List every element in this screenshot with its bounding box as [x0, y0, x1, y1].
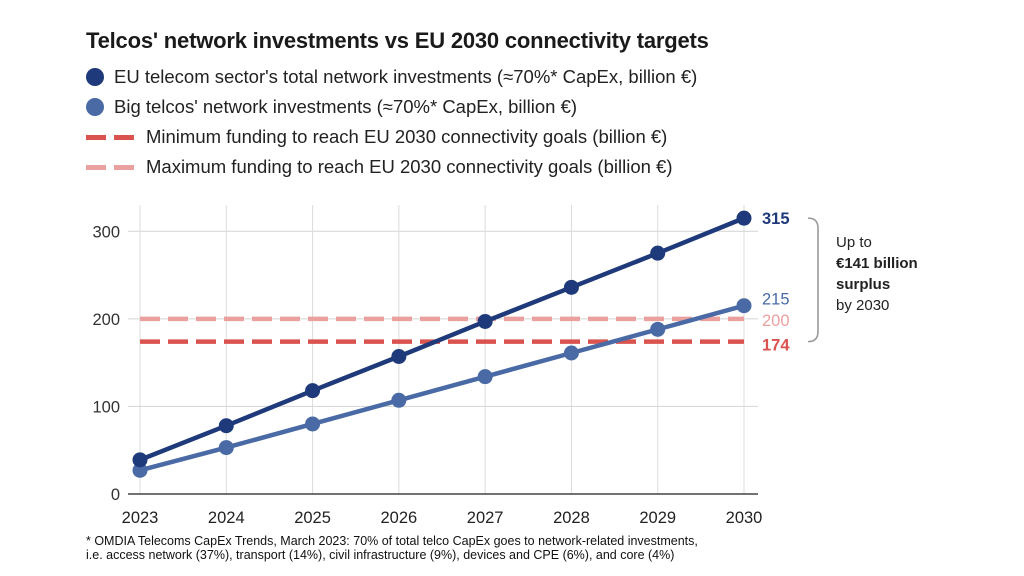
legend-label-total: EU telecom sector's total network invest… — [114, 66, 698, 87]
x-tick-label-2026: 2026 — [380, 509, 417, 527]
end-label-minimum: 174 — [762, 337, 790, 355]
series-big-telcos-point-2023 — [132, 462, 148, 478]
footnote: * OMDIA Telecoms CapEx Trends, March 202… — [86, 534, 698, 562]
legend-marker-minimum — [86, 134, 134, 140]
y-tick-label-100: 100 — [92, 398, 120, 416]
x-tick-label-2028: 2028 — [553, 509, 590, 527]
legend-item-big-telcos: Big telcos' network investments (≈70%* C… — [86, 92, 577, 122]
end-label-big-telcos: 215 — [762, 291, 790, 309]
series-total-line — [139, 216, 745, 462]
series-total-point-2025 — [305, 383, 321, 399]
footnote-line-2: i.e. access network (37%), transport (14… — [86, 548, 675, 562]
series-total-point-2030 — [736, 210, 752, 226]
series-total-point-2027 — [477, 313, 493, 329]
legend-item-minimum: Minimum funding to reach EU 2030 connect… — [86, 122, 667, 152]
series-total-point-2026 — [391, 349, 407, 365]
legend-label-big-telcos: Big telcos' network investments (≈70%* C… — [114, 96, 578, 117]
annotation-line-3: surplus — [836, 276, 891, 293]
legend-marker-total — [86, 68, 104, 86]
series-total-point-2024 — [218, 418, 234, 434]
surplus-bracket — [807, 217, 819, 343]
series-big-telcos-line — [139, 303, 745, 473]
end-label-maximum: 200 — [762, 312, 790, 330]
end-label-total: 315 — [762, 210, 790, 228]
x-tick-label-2024: 2024 — [208, 509, 245, 527]
surplus-annotation: Up to €141 billion surplus by 2030 — [836, 232, 918, 316]
series-big-telcos-point-2024 — [218, 440, 234, 456]
x-tick-label-2030: 2030 — [726, 509, 763, 527]
x-tick-label-2027: 2027 — [467, 509, 504, 527]
legend-marker-maximum — [86, 164, 134, 170]
annotation-line-4: by 2030 — [836, 297, 890, 314]
legend-label-maximum: Maximum funding to reach EU 2030 connect… — [146, 156, 673, 177]
series-total-point-2028 — [563, 279, 579, 295]
legend-marker-big-telcos — [86, 98, 104, 116]
y-tick-label-0: 0 — [111, 486, 120, 504]
y-tick-label-300: 300 — [92, 223, 120, 241]
series-big-telcos-point-2027 — [477, 369, 493, 385]
series-big-telcos-point-2028 — [563, 345, 579, 361]
legend-item-total: EU telecom sector's total network invest… — [86, 62, 697, 92]
footnote-line-1: * OMDIA Telecoms CapEx Trends, March 202… — [86, 534, 698, 548]
legend-item-maximum: Maximum funding to reach EU 2030 connect… — [86, 152, 672, 182]
chart-title: Telcos' network investments vs EU 2030 c… — [86, 28, 709, 53]
series-big-telcos-point-2025 — [305, 416, 321, 432]
legend-label-minimum: Minimum funding to reach EU 2030 connect… — [146, 126, 668, 147]
series-big-telcos-point-2029 — [650, 321, 666, 337]
series-big-telcos-point-2030 — [736, 298, 752, 314]
x-tick-label-2023: 2023 — [122, 509, 159, 527]
annotation-line-2: €141 billion — [836, 255, 918, 272]
series-total-point-2023 — [132, 452, 148, 468]
x-tick-label-2029: 2029 — [639, 509, 676, 527]
series-big-telcos-point-2026 — [391, 392, 407, 408]
series-total-point-2029 — [650, 245, 666, 261]
y-tick-label-200: 200 — [92, 311, 120, 329]
annotation-line-1: Up to — [836, 234, 872, 251]
x-tick-label-2025: 2025 — [294, 509, 331, 527]
